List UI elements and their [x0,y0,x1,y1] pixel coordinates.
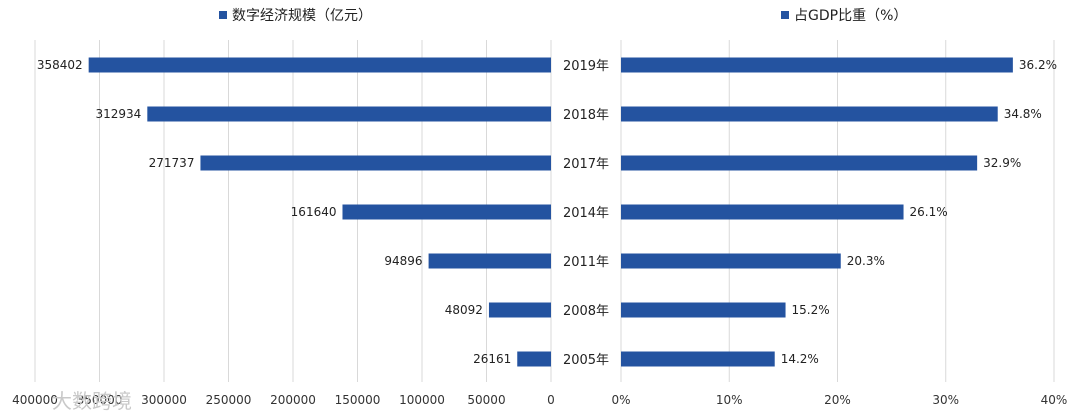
left-bars [88,57,552,367]
left-x-tick-label: 50000 [467,393,505,407]
right-data-label: 20.3% [847,254,885,268]
right-x-tick-label: 40% [1041,393,1068,407]
right-data-label: 15.2% [792,303,830,317]
category-label: 2011年 [563,255,609,270]
left-bar [428,253,551,269]
left-bar [517,351,551,367]
left-data-label: 358402 [37,58,83,72]
right-x-axis-ticks: 0% 10% 20% 30% 40% [611,393,1067,407]
left-data-label: 312934 [96,107,142,121]
right-gridlines [620,40,1055,382]
right-bar [621,106,998,122]
category-label: 2018年 [563,108,609,123]
right-bar [621,302,786,318]
category-label: 2008年 [563,304,609,319]
legend-right-swatch [781,11,789,19]
left-x-tick-label: 400000 [12,393,58,407]
category-label: 2005年 [563,353,609,368]
left-x-tick-label: 350000 [77,393,123,407]
left-bar [200,155,551,171]
right-bar [621,155,978,171]
right-bar [621,351,775,367]
left-bar [147,106,552,122]
category-label: 2014年 [563,206,609,221]
left-x-tick-label: 0 [547,393,555,407]
right-bar [621,253,841,269]
right-x-tick-label: 10% [716,393,743,407]
legend-left-swatch [219,11,227,19]
left-bar [342,204,551,220]
left-bar [488,302,551,318]
legend-right-text: 占GDP比重（%） [794,8,907,24]
right-data-label: 14.2% [781,352,819,366]
watermark-text: 大数跨境 [52,389,132,413]
left-x-tick-label: 300000 [141,393,187,407]
right-bars [621,57,1013,367]
left-data-label: 94896 [384,254,422,268]
left-data-labels: 358402 312934 271737 161640 94896 48092 26161 [37,58,511,366]
left-x-tick-label: 200000 [270,393,316,407]
legend-left-text: 数字经济规模（亿元） [232,8,372,24]
left-data-label: 271737 [149,156,195,170]
right-x-tick-label: 20% [824,393,851,407]
legend-right: 占GDP比重（%） [781,8,907,24]
left-x-tick-label: 250000 [206,393,252,407]
right-bar [621,204,904,220]
right-data-label: 26.1% [910,205,948,219]
left-x-tick-label: 150000 [335,393,381,407]
left-data-label: 26161 [473,352,511,366]
right-bar [621,57,1013,73]
category-label: 2019年 [563,59,609,74]
category-label: 2017年 [563,157,609,172]
right-x-tick-label: 30% [932,393,959,407]
right-data-labels: 36.2% 34.8% 32.9% 26.1% 20.3% 15.2% 14.2% [781,58,1057,366]
right-x-tick-label: 0% [611,393,630,407]
left-x-axis-ticks: 400000 350000 300000 250000 200000 150000 1000… [12,393,555,407]
left-data-label: 161640 [291,205,337,219]
right-data-label: 32.9% [983,156,1021,170]
right-data-label: 36.2% [1019,58,1057,72]
left-x-tick-label: 100000 [399,393,445,407]
right-data-label: 34.8% [1004,107,1042,121]
left-data-label: 48092 [445,303,483,317]
legend-left: 数字经济规模（亿元） [219,8,372,24]
left-bar [88,57,551,73]
category-labels: 2019年 2018年 2017年 2014年 2011年 2008年 2005年 [563,59,609,368]
